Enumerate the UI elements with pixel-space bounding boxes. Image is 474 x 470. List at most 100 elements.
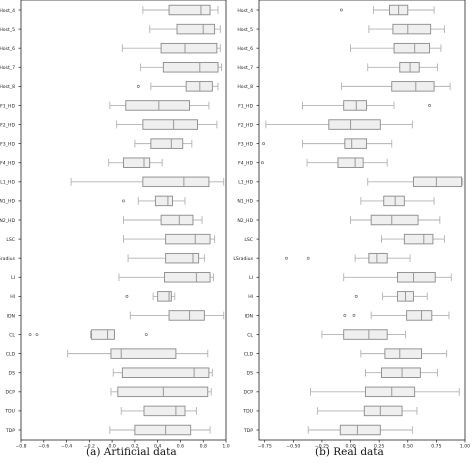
y-tick-label: CLD [244,351,254,357]
y-tick-label: Host_6 [0,46,15,52]
x-tick-label: 0.50 [403,444,413,450]
chart-panel-2: Host_4 Host_5 Host_6 Host_7 Host_8 F1_HD F2_HD… [233,0,470,450]
box-CL [321,329,406,340]
box-body [381,367,421,378]
caption-real: (b) Real data [315,446,384,458]
box-body [157,291,172,302]
x-tick-label: 1.00 [460,444,470,450]
box-F3_HD [262,138,393,149]
y-tick-label: L1_HD [0,180,15,186]
box-L1_HD [70,176,225,188]
box-body [123,157,151,168]
y-tick-label: LI [249,275,253,281]
y-tick-label: F4_HD [0,161,15,167]
box-body [384,348,422,359]
box-body [364,386,416,398]
y-tick-label: N1_HD [237,199,253,205]
y-tick-label: HI [248,294,253,300]
box-body [185,81,213,92]
box-Host_5 [368,23,445,35]
flier-point [260,161,264,165]
flier-point [125,294,129,298]
box-body [142,176,210,188]
box-body [110,348,177,359]
box-DCP [310,386,460,398]
x-tick-label: 0.75 [431,444,441,450]
y-tick-label: IDN [7,313,15,319]
box-F4_HD [260,157,388,168]
flier-point [144,333,148,336]
box-body [150,138,184,149]
box-body [160,214,194,226]
box-body [403,233,434,245]
box-F3_HD [134,138,193,149]
y-tick-label: IDN [245,313,253,319]
box-body [142,119,198,130]
x-tick-label: 0.25 [374,444,384,450]
box-body [413,176,463,188]
y-tick-label: CLD [6,351,16,357]
y-tick-label: F2_HD [0,122,15,128]
y-tick-label: DS [9,371,16,377]
box-Host_8 [136,81,219,92]
box-Host_5 [149,23,221,35]
box-F2_HD [265,119,413,130]
box-Host_7 [140,62,222,73]
box-body [134,424,192,436]
flier-point [35,333,39,336]
box-body [399,62,420,73]
chart-panel-1: Host_4 Host_5 Host_6 Host_7 Host_8 F1_HD F2_HD… [0,0,230,450]
box-body [165,252,200,264]
y-tick-label: N2_HD [237,218,253,224]
box-body [406,310,433,321]
box-DCP [110,386,212,398]
y-tick-label: LSradius [233,256,253,262]
box-DS [112,367,213,378]
box-body [343,100,368,111]
y-tick-label: LI [11,275,15,281]
box-body [391,81,435,92]
box-body [343,329,388,340]
y-tick-label: DCP [243,390,253,396]
box-body [143,405,186,417]
box-body [370,214,419,226]
y-tick-label: LSC [6,237,15,243]
box-LSradius [285,252,411,264]
x-tick-label: −0.4 [61,444,72,450]
x-tick-label: −0.2 [84,444,95,450]
x-tick-label: 1.0 [222,444,229,450]
y-tick-label: F4_HD [238,161,253,167]
x-tick-label: −0.25 [315,444,329,450]
box-CL [28,329,148,340]
y-tick-label: Host_4 [237,8,253,14]
box-N1_HD [122,195,186,207]
y-tick-label: TDP [243,428,253,434]
y-tick-label: DCP [5,390,15,396]
y-tick-label: Host_7 [237,65,253,71]
flier-point [306,256,310,260]
box-TDU [316,405,418,417]
x-tick-label: −0.50 [286,444,300,450]
caption-artificial: (a) Artificial data [86,446,177,458]
box-LSC [381,233,445,245]
y-tick-label: F1_HD [238,103,253,109]
y-tick-label: Host_5 [237,27,253,33]
y-tick-label: Host_4 [0,8,15,14]
box-body [154,195,173,207]
y-tick-label: TDP [5,428,15,434]
box-body [344,138,368,149]
y-tick-label: CL [9,332,15,338]
box-body [165,233,211,245]
flier-point [428,104,431,107]
flier-point [262,142,266,146]
flier-point [352,314,356,317]
box-LSC [123,233,216,245]
x-tick-label: 0.00 [345,444,355,450]
flier-point [28,333,32,336]
box-CLD [67,348,209,359]
y-tick-label: Host_7 [0,65,15,71]
box-F1_HD [109,100,210,111]
box-body [176,23,216,35]
y-tick-label: Host_8 [0,84,15,90]
